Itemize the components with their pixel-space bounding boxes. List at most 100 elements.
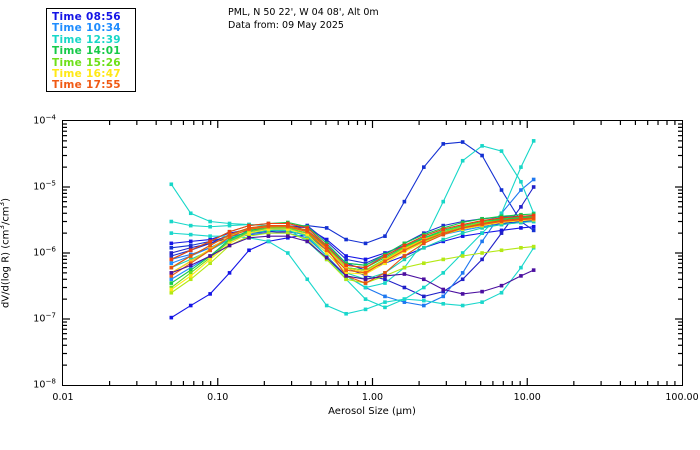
legend-entry-3: Time 14:01	[52, 45, 121, 58]
data-point-marker	[460, 140, 465, 144]
data-point-marker	[169, 241, 174, 246]
data-point-marker	[422, 294, 426, 299]
data-point-marker	[344, 261, 348, 266]
data-point-marker	[519, 205, 523, 209]
data-point-marker	[324, 241, 329, 246]
data-point-marker	[208, 241, 212, 246]
plot-title: PML, N 50 22', W 04 08', Alt 0m	[228, 7, 379, 18]
data-point-marker	[531, 177, 536, 182]
legend: Time 08:56 Time 10:34 Time 12:39 Time 14:01…	[46, 8, 136, 92]
data-point-marker	[344, 263, 348, 268]
data-point-marker	[480, 144, 484, 148]
data-point-marker	[188, 239, 193, 244]
plot-subtitle: Data from: 09 May 2025	[228, 19, 344, 31]
data-point-marker	[480, 239, 484, 244]
data-point-marker	[383, 274, 387, 278]
data-point-marker	[441, 232, 446, 237]
data-point-marker	[247, 223, 251, 228]
data-point-marker	[402, 248, 407, 253]
data-point-marker	[363, 241, 368, 246]
data-point-marker	[441, 257, 446, 262]
series-line	[170, 218, 534, 277]
data-point-marker	[422, 298, 426, 303]
data-point-marker	[531, 268, 536, 272]
data-point-marker	[169, 281, 174, 285]
data-point-marker	[208, 237, 212, 242]
data-point-marker	[441, 271, 446, 275]
data-point-marker	[519, 165, 523, 169]
data-point-marker	[402, 300, 407, 304]
series-line	[170, 140, 535, 308]
plot-frame	[62, 120, 683, 386]
data-point-marker	[460, 226, 465, 230]
data-point-marker	[266, 221, 271, 226]
series-22	[169, 216, 536, 285]
data-point-marker	[227, 271, 232, 275]
data-point-marker	[344, 237, 348, 242]
data-point-marker	[208, 219, 212, 224]
data-point-marker	[227, 232, 232, 237]
series-23	[169, 234, 536, 296]
data-point-marker	[188, 277, 193, 282]
data-point-marker	[324, 245, 329, 250]
series-line	[171, 214, 534, 269]
data-point-marker	[247, 231, 251, 235]
data-point-marker	[169, 231, 174, 235]
data-point-marker	[422, 277, 426, 282]
data-point-marker	[383, 234, 387, 238]
data-point-marker	[480, 153, 484, 158]
data-point-marker	[344, 271, 348, 275]
data-point-marker	[324, 237, 329, 242]
data-point-marker	[422, 165, 426, 169]
y-tick-label-0: 10−8	[33, 376, 56, 391]
data-point-marker	[188, 268, 193, 272]
data-point-marker	[519, 265, 523, 270]
data-point-marker	[402, 199, 407, 204]
data-point-marker	[402, 272, 407, 276]
data-point-marker	[169, 254, 174, 258]
data-point-marker	[499, 231, 504, 235]
data-point-marker	[344, 254, 348, 258]
data-point-marker	[286, 234, 290, 238]
data-point-marker	[344, 268, 348, 272]
data-point-marker	[324, 303, 329, 308]
data-point-marker	[499, 216, 504, 220]
y-tick-label-1: 10−7	[33, 310, 56, 325]
series-line	[171, 217, 534, 284]
data-point-marker	[227, 229, 232, 234]
data-point-marker	[383, 305, 387, 310]
data-point-marker	[266, 227, 271, 231]
x-tick-label-1: 0.10	[207, 392, 229, 403]
data-point-marker	[499, 228, 504, 233]
y-tick-label-2: 10−6	[33, 244, 56, 259]
data-point-marker	[383, 254, 387, 258]
data-point-marker	[227, 239, 232, 244]
data-point-marker	[169, 251, 174, 255]
data-point-marker	[363, 271, 368, 275]
series-line	[171, 235, 534, 295]
data-point-marker	[441, 294, 446, 299]
data-point-marker	[169, 265, 174, 270]
data-point-marker	[363, 285, 368, 290]
data-point-marker	[480, 257, 484, 262]
data-point-marker	[531, 216, 536, 220]
data-point-marker	[460, 158, 465, 163]
data-point-marker	[460, 271, 465, 275]
data-point-marker	[208, 292, 212, 296]
data-point-marker	[531, 213, 536, 218]
data-point-marker	[441, 142, 446, 146]
data-point-marker	[460, 254, 465, 258]
data-point-marker	[441, 239, 446, 244]
x-tick-label-0: 0.01	[52, 392, 74, 403]
data-point-marker	[402, 243, 407, 248]
data-point-marker	[519, 214, 523, 219]
data-point-marker	[188, 248, 193, 253]
data-point-marker	[460, 303, 465, 308]
data-point-marker	[324, 255, 329, 260]
data-point-marker	[247, 226, 251, 230]
data-point-marker	[208, 248, 212, 253]
data-point-marker	[363, 263, 368, 268]
data-point-marker	[305, 232, 310, 237]
x-axis-label: Aerosol Size (µm)	[328, 406, 416, 417]
